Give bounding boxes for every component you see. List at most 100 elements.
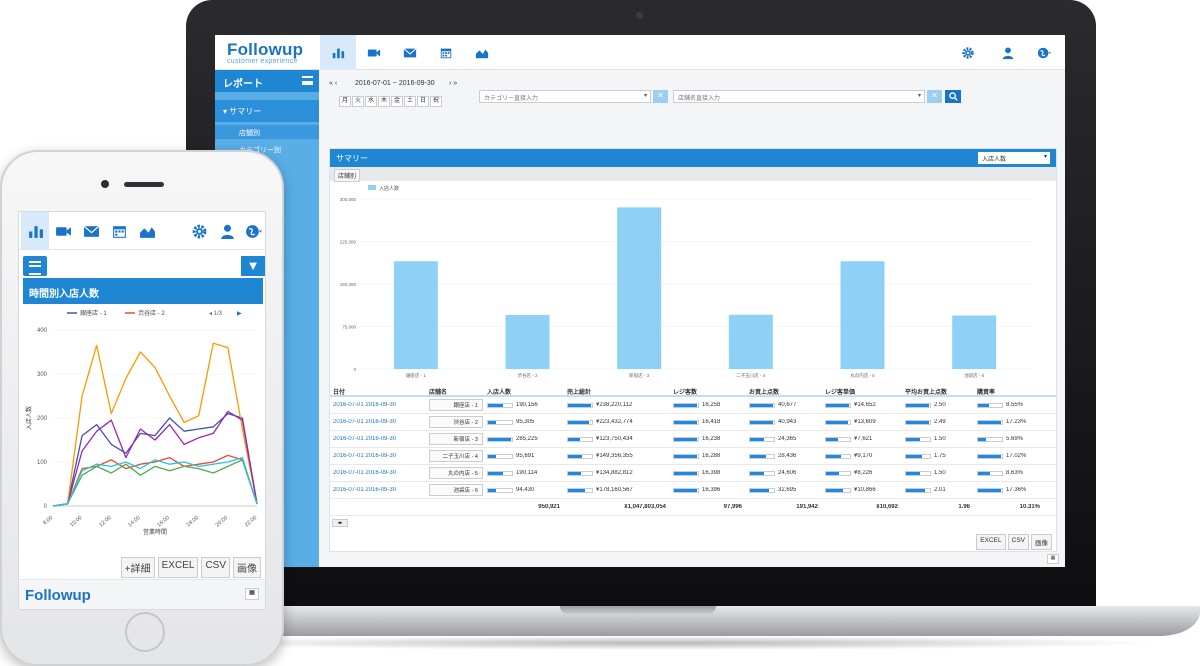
date-link[interactable]: 2016-07-01 2016-09-30 bbox=[333, 453, 397, 459]
phone-user-button[interactable] bbox=[213, 212, 241, 250]
table-row[interactable]: 2016-07-01 2016-09-30 新宿店 - 3 285,225 ¥123,… bbox=[330, 431, 1056, 448]
settings-button[interactable] bbox=[953, 35, 983, 70]
table-row[interactable]: 2016-07-01 2016-09-30 二子玉川店 - 4 95,691 ¥149… bbox=[330, 448, 1056, 465]
export-excel-button[interactable]: EXCEL bbox=[157, 557, 199, 578]
nav-area-chart-tab[interactable] bbox=[464, 35, 500, 70]
phone-nav-calendar-tab[interactable] bbox=[105, 212, 133, 250]
column-header[interactable]: お買上点数 bbox=[749, 389, 780, 396]
tab-store[interactable]: 店舗別 bbox=[334, 169, 361, 182]
date-link[interactable]: 2016-07-01 2016-09-30 bbox=[333, 470, 397, 476]
day-toggle[interactable]: 日 bbox=[417, 96, 429, 107]
date-link[interactable]: 2016-07-01 2016-09-30 bbox=[333, 487, 397, 493]
list-menu-icon[interactable] bbox=[23, 256, 47, 276]
store-name-button[interactable]: 池袋店 - 6 bbox=[429, 484, 483, 496]
avg_items-cell: 1.50 bbox=[902, 436, 974, 442]
chevron-right-icon[interactable]: › bbox=[449, 80, 454, 87]
clear-store-button[interactable]: ✕ bbox=[927, 90, 942, 103]
export-csv-button[interactable]: CSV bbox=[1007, 534, 1029, 550]
customers-cell: 16,418 bbox=[670, 419, 746, 425]
phone-nav-report-tab[interactable] bbox=[21, 212, 49, 250]
app-logo[interactable]: Followup customer experience bbox=[227, 41, 303, 65]
phone-nav-video-tab[interactable] bbox=[49, 212, 77, 250]
export-csv-button[interactable]: CSV bbox=[201, 557, 230, 578]
y-axis-label: 入店人数 bbox=[25, 406, 33, 430]
value-bar bbox=[487, 453, 513, 459]
end-date[interactable]: 2016-09-30 bbox=[398, 80, 435, 87]
sidebar-section-summary[interactable]: ▾ サマリー bbox=[215, 100, 319, 122]
day-toggle[interactable]: 火 bbox=[352, 96, 364, 107]
nav-report-tab[interactable] bbox=[320, 35, 356, 70]
day-toggle[interactable]: 土 bbox=[404, 96, 416, 107]
scroll-control[interactable]: ◂▸ bbox=[332, 519, 348, 527]
sidebar-item-store[interactable]: 店舗別 bbox=[215, 125, 319, 139]
x-tick-label: 14:00 bbox=[127, 515, 141, 528]
store-name-button[interactable]: 渋谷店 - 2 bbox=[429, 416, 483, 428]
column-header[interactable]: 日付 bbox=[333, 389, 346, 396]
x-tick-label: 16:00 bbox=[156, 515, 170, 528]
category-select[interactable]: カテゴリー直接入力 bbox=[479, 90, 651, 103]
export-image-button[interactable]: 画像 bbox=[1031, 534, 1052, 550]
phone-toolbar: ▼ bbox=[19, 254, 265, 278]
column-header[interactable]: 店舗名 bbox=[429, 389, 448, 396]
export-excel-button[interactable]: EXCEL bbox=[976, 534, 1006, 550]
day-toggle[interactable]: 月 bbox=[339, 96, 351, 107]
table-row[interactable]: 2016-07-01 2016-09-30 丸の内店 - 5 190,114 ¥134… bbox=[330, 465, 1056, 482]
date-link[interactable]: 2016-07-01 2016-09-30 bbox=[333, 402, 397, 408]
column-header[interactable]: 入店人数 bbox=[487, 389, 512, 396]
store-name-button[interactable]: 新宿店 - 3 bbox=[429, 433, 483, 445]
menu-icon[interactable] bbox=[302, 76, 313, 85]
phone-nav-mail-tab[interactable] bbox=[77, 212, 105, 250]
nav-video-tab[interactable] bbox=[356, 35, 392, 70]
store-name-button[interactable]: 銀座店 - 1 bbox=[429, 399, 483, 411]
table-row[interactable]: 2016-07-01 2016-09-30 銀座店 - 1 190,156 ¥238,… bbox=[330, 397, 1056, 414]
date-nav-prev[interactable]: « ‹ bbox=[329, 80, 337, 87]
day-toggle[interactable]: 祝 bbox=[430, 96, 442, 107]
phone-home-button[interactable] bbox=[125, 612, 165, 652]
nav-calendar-tab[interactable] bbox=[428, 35, 464, 70]
date-nav-next[interactable]: › » bbox=[449, 80, 457, 87]
sidebar-item-category[interactable]: カテゴリー別 bbox=[239, 147, 281, 154]
filter-icon[interactable]: ▼ bbox=[241, 256, 265, 276]
clear-category-button[interactable]: ✕ bbox=[653, 90, 668, 103]
language-button[interactable] bbox=[1027, 35, 1061, 70]
double-chevron-right-icon[interactable]: » bbox=[453, 80, 458, 87]
store-name-button[interactable]: 二子玉川店 - 4 bbox=[429, 450, 483, 462]
store-select[interactable]: 店舗名直接入力 bbox=[673, 90, 925, 103]
phone-nav-area-chart-tab[interactable] bbox=[133, 212, 161, 250]
chevron-left-icon[interactable]: ‹ bbox=[334, 80, 338, 87]
layout-toggle-icon[interactable]: ▦ bbox=[1047, 554, 1059, 564]
phone-settings-button[interactable] bbox=[185, 212, 213, 250]
totals-row: 950,921 ¥1,047,803,054 97,996 191,942 ¥10,69… bbox=[330, 499, 1056, 516]
cell-value: ¥9,170 bbox=[854, 453, 873, 459]
day-toggle[interactable]: 金 bbox=[391, 96, 403, 107]
column-header[interactable]: 購買率 bbox=[977, 389, 996, 396]
search-button[interactable] bbox=[945, 90, 961, 103]
bar bbox=[393, 261, 438, 369]
day-toggle[interactable]: 水 bbox=[365, 96, 377, 107]
table-row[interactable]: 2016-07-01 2016-09-30 池袋店 - 6 94,430 ¥178,1… bbox=[330, 482, 1056, 499]
table-row[interactable]: 2016-07-01 2016-09-30 渋谷店 - 2 95,305 ¥223,4… bbox=[330, 414, 1056, 431]
column-header[interactable]: レジ客数 bbox=[673, 389, 698, 396]
date-link[interactable]: 2016-07-01 2016-09-30 bbox=[333, 419, 397, 425]
store-name-button[interactable]: 丸の内店 - 5 bbox=[429, 467, 483, 479]
date-link[interactable]: 2016-07-01 2016-09-30 bbox=[333, 436, 397, 442]
double-chevron-left-icon[interactable]: « bbox=[329, 80, 333, 87]
column-header[interactable]: 平均お買上点数 bbox=[905, 389, 948, 396]
top-navigation: Followup customer experience bbox=[215, 35, 1065, 70]
phone-language-button[interactable] bbox=[239, 212, 265, 250]
detail-button[interactable]: +詳細 bbox=[120, 557, 155, 578]
sidebar-section-label: サマリー bbox=[229, 107, 262, 116]
start-date[interactable]: 2016-07-01 bbox=[355, 80, 391, 87]
column-header[interactable]: レジ客単価 bbox=[825, 389, 856, 396]
value-bar bbox=[905, 487, 931, 493]
y-tick-label: 200 bbox=[37, 416, 48, 422]
user-button[interactable] bbox=[993, 35, 1023, 70]
export-image-button[interactable]: 画像 bbox=[233, 557, 261, 578]
metric-select[interactable]: 入店人数 bbox=[978, 152, 1050, 164]
column-header[interactable]: 売上総計 bbox=[567, 389, 592, 396]
value-bar bbox=[749, 453, 775, 459]
day-toggle[interactable]: 木 bbox=[378, 96, 390, 107]
nav-mail-tab[interactable] bbox=[392, 35, 428, 70]
layout-toggle-icon[interactable]: ▦ bbox=[245, 588, 259, 600]
value-bar bbox=[825, 453, 851, 459]
